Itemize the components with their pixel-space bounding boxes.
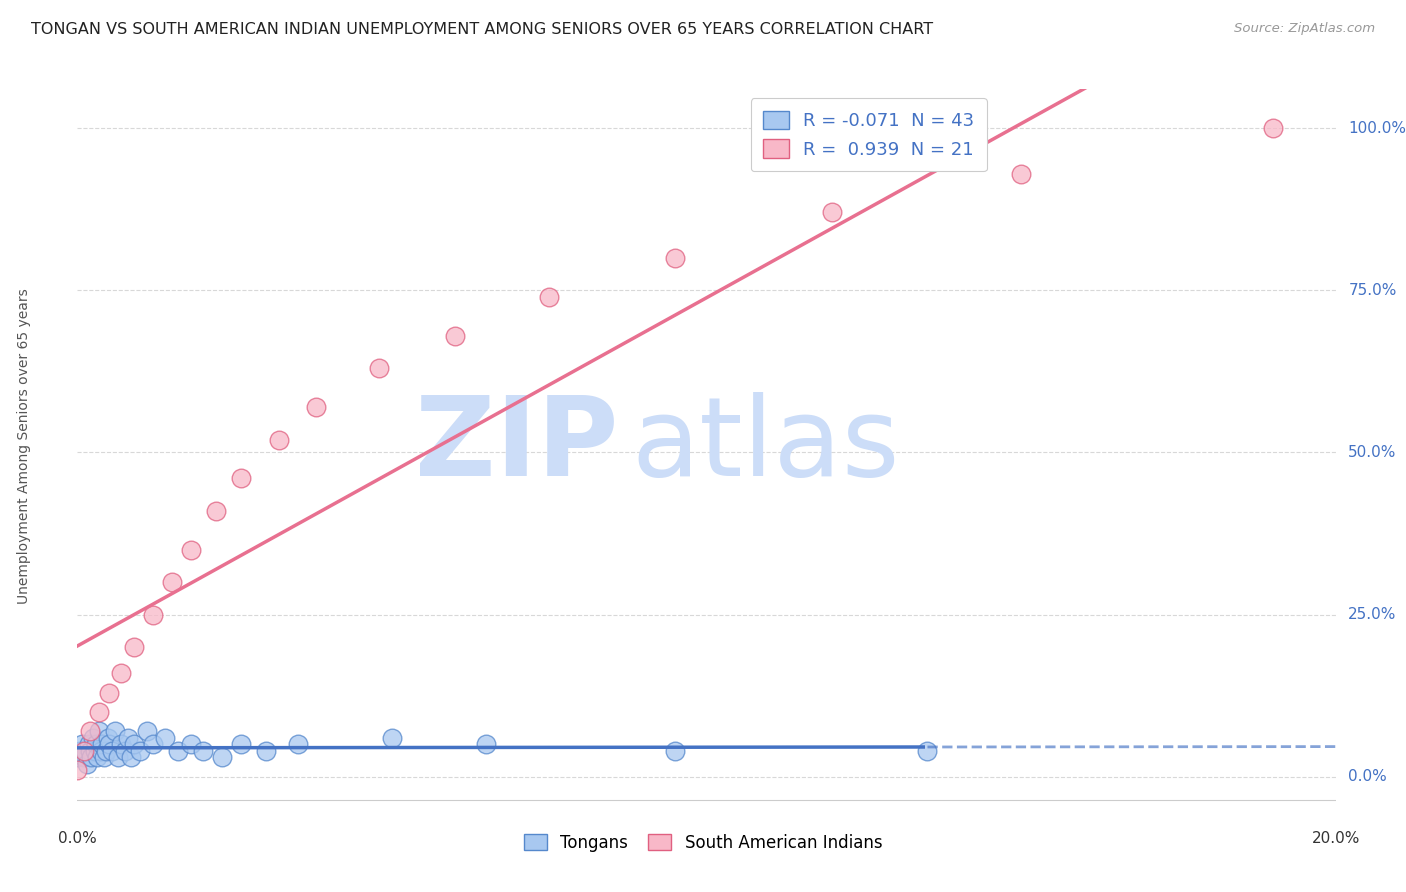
Point <box>1010 167 1032 181</box>
Point <box>155 731 177 745</box>
Point <box>129 744 152 758</box>
Point <box>142 738 165 752</box>
Point <box>821 205 844 219</box>
Point <box>538 290 561 304</box>
Text: 0.0%: 0.0% <box>58 831 97 847</box>
Point <box>66 764 89 778</box>
Point <box>381 731 404 745</box>
Point <box>79 744 101 758</box>
Text: Source: ZipAtlas.com: Source: ZipAtlas.com <box>1234 22 1375 36</box>
Point <box>110 666 132 681</box>
Point <box>96 731 118 745</box>
Text: 25.0%: 25.0% <box>1348 607 1396 622</box>
Point <box>211 750 233 764</box>
Point <box>72 750 94 764</box>
Text: TONGAN VS SOUTH AMERICAN INDIAN UNEMPLOYMENT AMONG SENIORS OVER 65 YEARS CORRELA: TONGAN VS SOUTH AMERICAN INDIAN UNEMPLOY… <box>31 22 934 37</box>
Point <box>80 750 103 764</box>
Point <box>86 750 108 764</box>
Point <box>76 756 98 771</box>
Text: 20.0%: 20.0% <box>1312 831 1360 847</box>
Point <box>72 738 94 752</box>
Point <box>122 738 145 752</box>
Point <box>72 744 94 758</box>
Point <box>204 504 226 518</box>
Point <box>160 575 183 590</box>
Text: Unemployment Among Seniors over 65 years: Unemployment Among Seniors over 65 years <box>17 288 31 604</box>
Point <box>180 738 202 752</box>
Point <box>77 738 100 752</box>
Point <box>444 328 467 343</box>
Point <box>114 744 136 758</box>
Point <box>90 744 112 758</box>
Text: 100.0%: 100.0% <box>1348 120 1406 136</box>
Point <box>122 640 145 654</box>
Point <box>97 685 120 699</box>
Text: 75.0%: 75.0% <box>1348 283 1396 298</box>
Text: atlas: atlas <box>631 392 900 500</box>
Point <box>117 731 139 745</box>
Point <box>254 744 277 758</box>
Point <box>84 738 107 752</box>
Point <box>135 724 157 739</box>
Point <box>79 724 101 739</box>
Point <box>104 724 127 739</box>
Point <box>368 361 391 376</box>
Point <box>107 750 129 764</box>
Point <box>229 738 252 752</box>
Text: ZIP: ZIP <box>415 392 619 500</box>
Point <box>1261 121 1284 136</box>
Point <box>664 744 686 758</box>
Text: 0.0%: 0.0% <box>1348 770 1388 784</box>
Point <box>69 744 91 758</box>
Text: 50.0%: 50.0% <box>1348 445 1396 460</box>
Point <box>73 744 96 758</box>
Point <box>664 251 686 265</box>
Point <box>180 542 202 557</box>
Point <box>475 738 498 752</box>
Point <box>101 744 124 758</box>
Legend: Tongans, South American Indians: Tongans, South American Indians <box>517 828 889 859</box>
Legend: R = -0.071  N = 43, R =  0.939  N = 21: R = -0.071 N = 43, R = 0.939 N = 21 <box>751 98 987 171</box>
Point <box>229 471 252 485</box>
Point <box>84 744 107 758</box>
Point <box>89 705 111 719</box>
Point <box>191 744 215 758</box>
Point <box>89 724 111 739</box>
Point <box>287 738 309 752</box>
Point <box>142 607 165 622</box>
Point <box>915 744 938 758</box>
Point <box>305 400 328 414</box>
Point <box>110 738 132 752</box>
Point <box>167 744 190 758</box>
Point <box>82 731 104 745</box>
Point <box>267 433 290 447</box>
Point <box>97 738 120 752</box>
Point <box>120 750 142 764</box>
Point <box>93 750 115 764</box>
Point <box>94 744 117 758</box>
Point <box>66 750 89 764</box>
Point <box>91 738 114 752</box>
